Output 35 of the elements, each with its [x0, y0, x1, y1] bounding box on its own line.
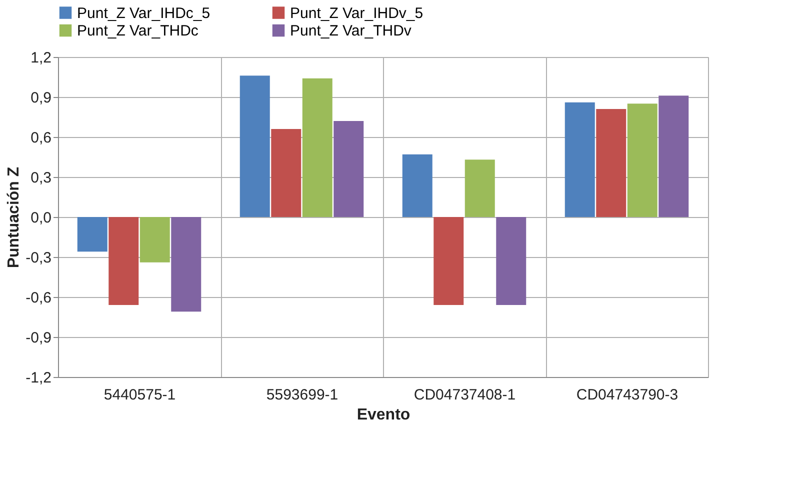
bar [596, 109, 626, 217]
x-tick-label: 5593699-1 [266, 386, 338, 404]
y-tick-label: 0,9 [30, 90, 52, 106]
bar [108, 217, 139, 305]
bar [464, 160, 495, 217]
y-tick-label: 0,6 [30, 130, 52, 146]
x-tick-label: 5440575-1 [104, 386, 176, 404]
y-tick-label: 1,2 [30, 50, 52, 66]
bar [564, 102, 595, 217]
y-tick-label: -0,3 [26, 250, 52, 266]
bar [302, 78, 332, 217]
bar [627, 104, 658, 217]
x-axis-title: Evento [356, 406, 410, 424]
y-tick-label: 0,0 [30, 210, 52, 226]
bar [171, 217, 202, 312]
bar [240, 76, 270, 217]
bar [271, 129, 302, 217]
y-tick-label: -1,2 [26, 370, 52, 386]
bar [140, 217, 170, 262]
bar [77, 217, 108, 252]
y-tick-label: -0,9 [26, 330, 52, 346]
bar [434, 217, 464, 305]
legend-label: Punt_Z Var_THDc [77, 22, 199, 40]
legend-label: Punt_Z Var_THDv [290, 22, 412, 40]
bar [402, 154, 432, 217]
bar [334, 121, 364, 217]
y-axis-title: Puntuación Z [6, 166, 23, 268]
bar [658, 96, 689, 217]
y-tick-label: -0,6 [26, 290, 52, 306]
bar [496, 217, 526, 305]
x-tick-label: CD04737408-1 [414, 386, 516, 404]
x-tick-label: CD04743790-3 [576, 386, 678, 404]
legend-label: Punt_Z Var_IHDv_5 [290, 4, 424, 22]
y-tick-label: 0,3 [30, 170, 52, 186]
legend-label: Punt_Z Var_IHDc_5 [77, 4, 210, 22]
